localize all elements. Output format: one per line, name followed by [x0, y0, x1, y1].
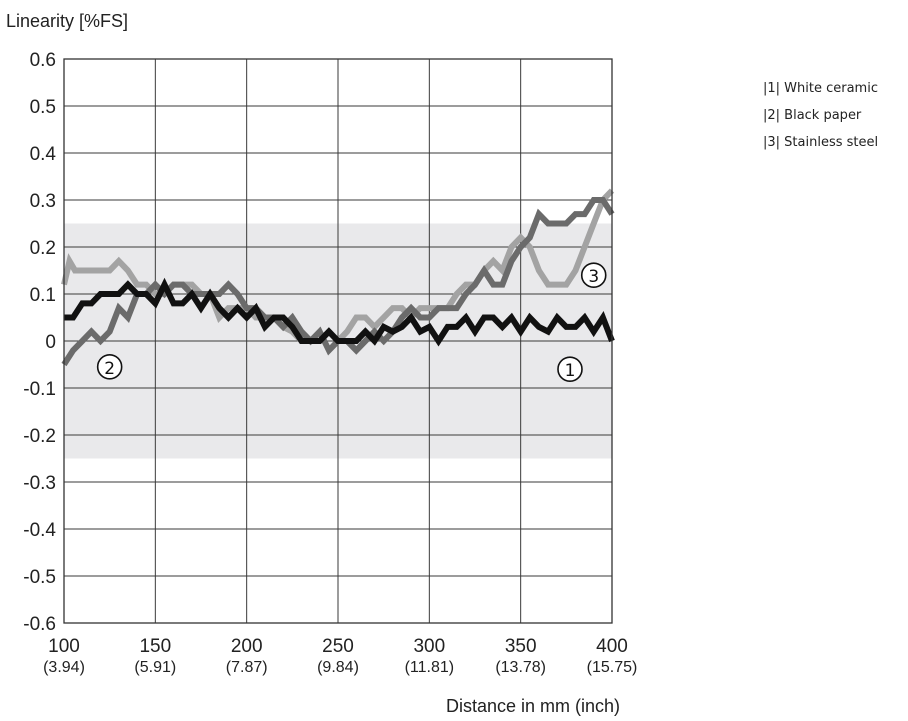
series-marker-label-2: 2 — [104, 359, 115, 379]
y-tick-label: 0.1 — [30, 285, 56, 306]
x-tick-label: 250 — [322, 636, 354, 657]
plot-frame — [63, 58, 613, 624]
y-tick-label: -0.2 — [23, 426, 56, 447]
x-tick-labels: 100 (3.94) 150 (5.91) 200 (7.87) 250 (9.84) 300 (… — [43, 636, 637, 676]
y-tick-label: -0.6 — [23, 614, 56, 635]
y-tick-label: -0.5 — [23, 567, 56, 588]
y-tick-label: 0.6 — [30, 50, 56, 71]
legend-item-2: |2| Black paper — [763, 108, 862, 123]
series-marker-circle-2 — [96, 354, 123, 380]
x-tick-sublabel: (15.75) — [587, 659, 638, 676]
y-tick-label: -0.1 — [23, 379, 56, 400]
series-markers: 1 2 3 — [96, 262, 607, 383]
y-tick-labels: 0.6 0.5 0.4 0.3 0.2 0.1 0 -0.1 -0.2 -0.3 -0.4 -0.5 -… — [23, 50, 56, 635]
series-marker-circle-1 — [557, 356, 583, 383]
x-tick-sublabel: (7.87) — [226, 659, 268, 676]
y-axis-title: Linearity [%FS] — [6, 11, 128, 31]
y-tick-label: 0.4 — [30, 144, 57, 165]
x-tick-label: 350 — [505, 636, 537, 657]
y-tick-label: 0.2 — [30, 238, 56, 259]
x-tick-label: 200 — [231, 636, 263, 657]
x-tick-label: 400 — [596, 636, 628, 657]
legend-item-1: |1| White ceramic — [763, 81, 878, 96]
x-tick-sublabel: (5.91) — [134, 659, 176, 676]
y-tick-label: -0.4 — [23, 520, 56, 541]
series-marker-label-3: 3 — [588, 267, 599, 287]
series-lines — [61, 188, 615, 367]
x-tick-sublabel: (3.94) — [43, 659, 85, 676]
series-marker-circle-3 — [580, 262, 607, 289]
series-marker-label-1: 1 — [565, 361, 576, 381]
series-line-3 — [64, 277, 615, 347]
legend: |1| White ceramic |2| Black paper |3| Stai… — [763, 81, 878, 150]
x-axis-title: Distance in mm (inch) — [446, 696, 620, 716]
x-tick-sublabel: (9.84) — [317, 659, 359, 676]
y-tick-label: 0.5 — [30, 97, 56, 118]
x-tick-sublabel: (11.81) — [405, 659, 455, 676]
legend-item-3: |3| Stainless steel — [763, 135, 878, 150]
x-tick-label: 150 — [139, 636, 171, 657]
x-tick-sublabel: (13.78) — [495, 659, 546, 676]
x-tick-label: 300 — [413, 636, 445, 657]
y-tick-label: 0.3 — [30, 191, 56, 212]
y-tick-label: -0.3 — [23, 473, 56, 494]
x-tick-label: 100 — [48, 636, 80, 657]
y-tick-label: 0 — [45, 332, 56, 353]
